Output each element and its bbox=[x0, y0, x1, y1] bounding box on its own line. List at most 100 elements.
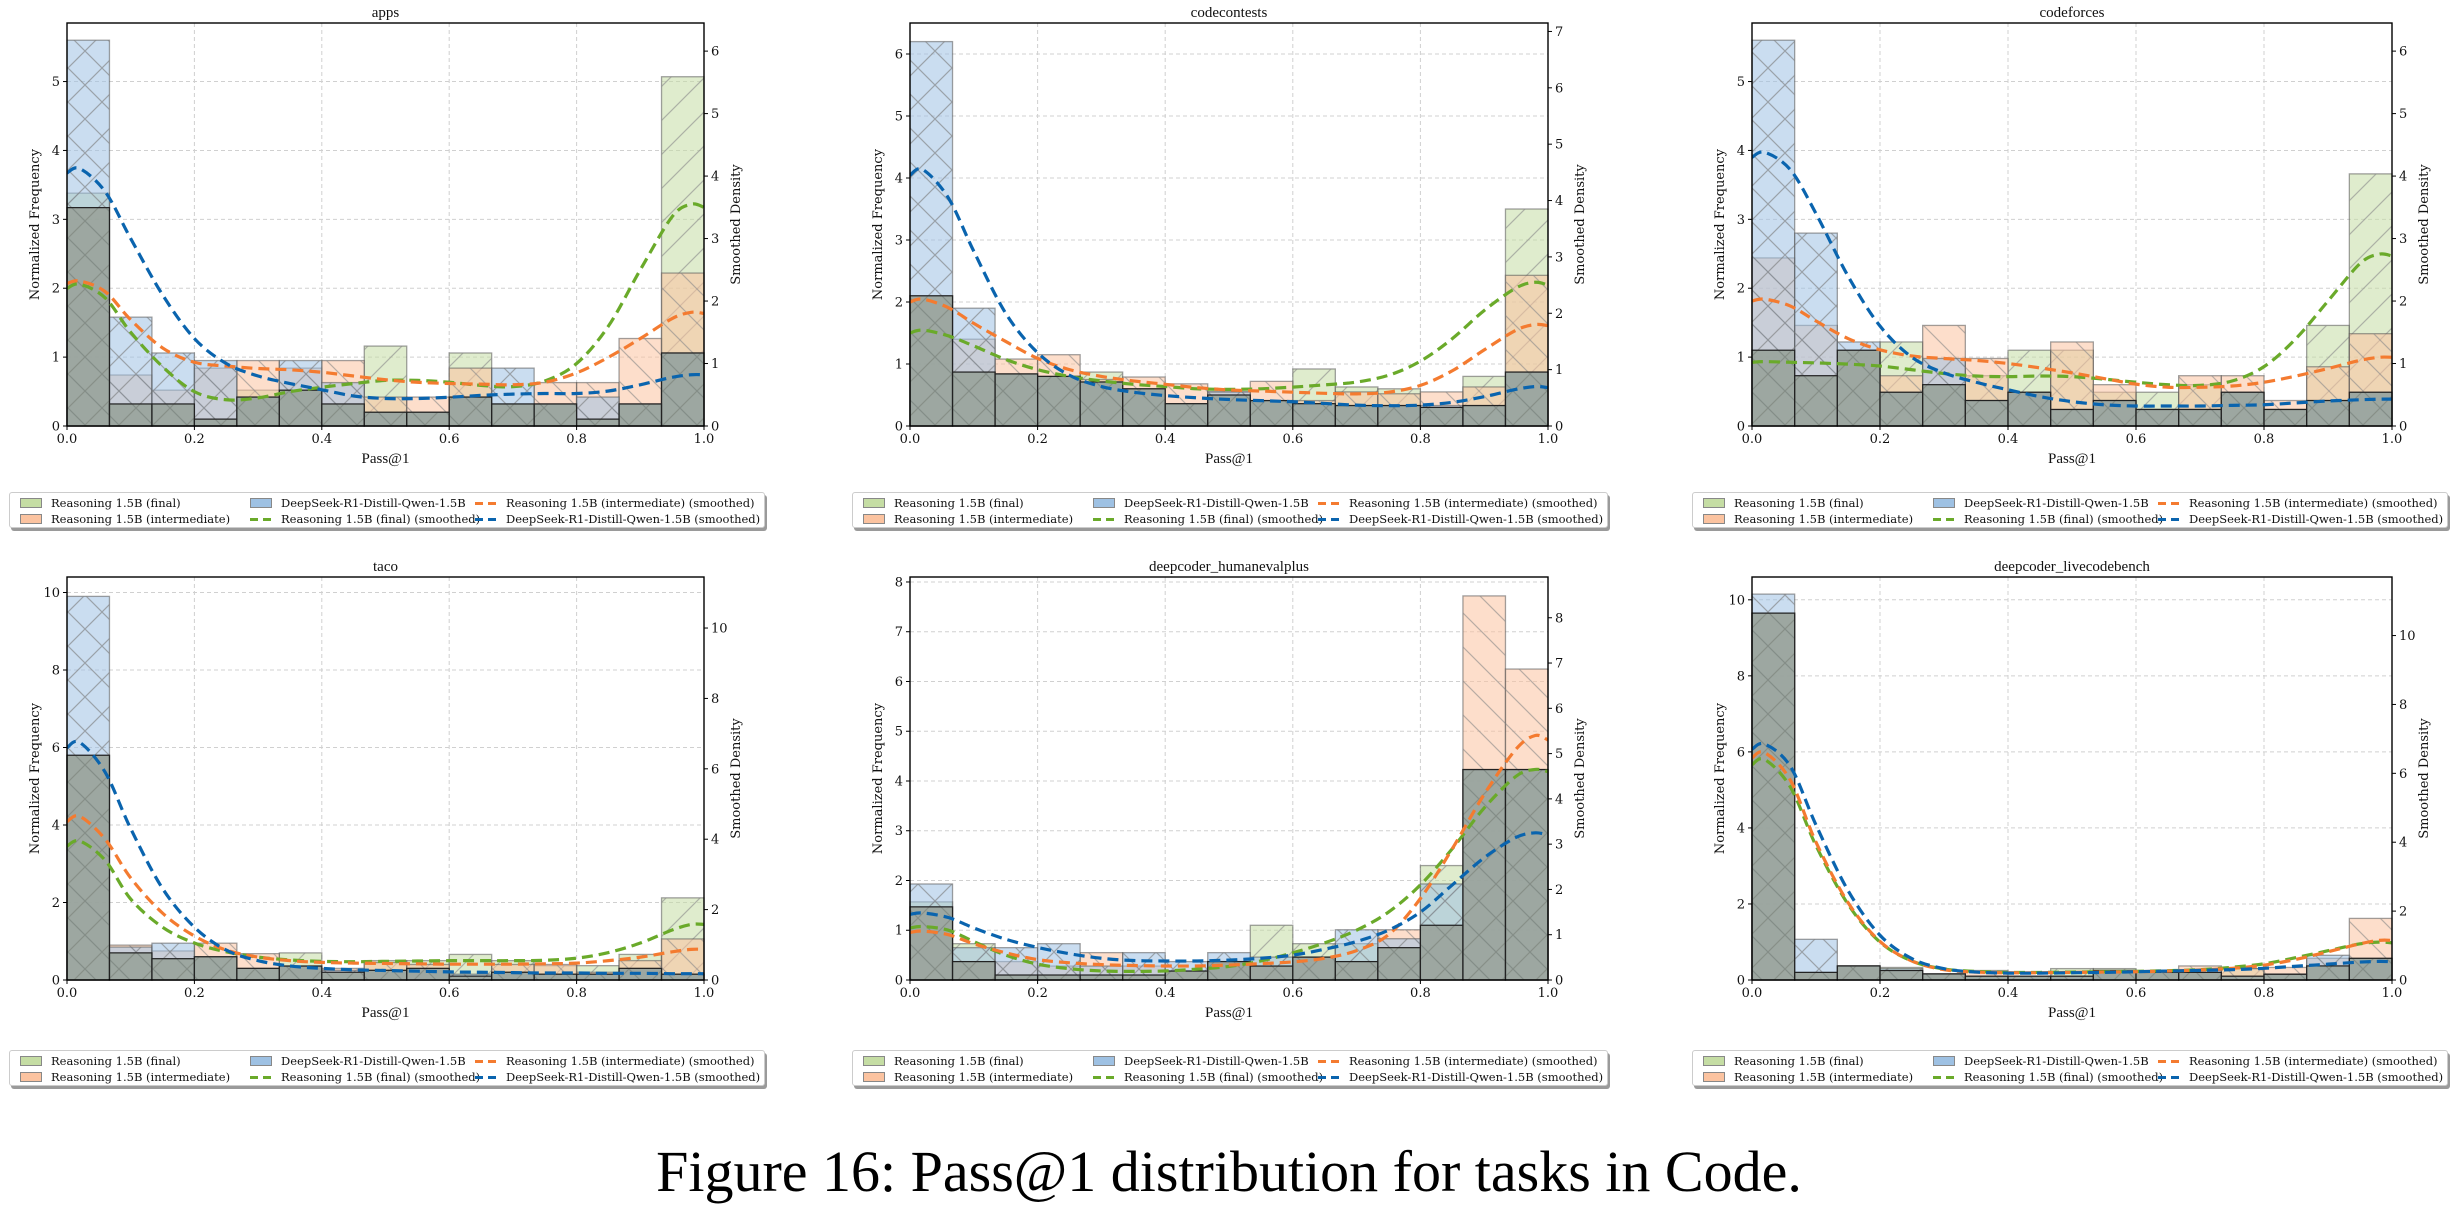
x-tick-label: 0.4 bbox=[1155, 986, 1176, 1001]
x-tick-label: 0.8 bbox=[566, 432, 587, 447]
smoothed-lines bbox=[909, 733, 1549, 973]
x-axis-label: Pass@1 bbox=[2048, 451, 2096, 467]
plot-frame bbox=[909, 22, 1549, 427]
bar-overlap bbox=[1504, 768, 1549, 981]
x-tick-label: 0.0 bbox=[57, 432, 78, 447]
legend-item: DeepSeek-R1-Distill-Qwen-1.5B (smoothed) bbox=[475, 1069, 760, 1085]
x-tick-label: 0.2 bbox=[1027, 432, 1048, 447]
y2-tick-label: 4 bbox=[711, 833, 719, 848]
y-tick-label: 5 bbox=[895, 725, 903, 740]
bar-overlap bbox=[909, 295, 954, 427]
bar-overlap bbox=[66, 754, 111, 981]
legend: Reasoning 1.5B (final) Reasoning 1.5B (in… bbox=[1692, 492, 2448, 528]
y-tick-label: 4 bbox=[895, 172, 903, 187]
line-intermediate-smoothed bbox=[909, 297, 1549, 396]
x-tick-label: 1.0 bbox=[1538, 986, 1559, 1001]
x-axis-label: Pass@1 bbox=[362, 451, 410, 467]
bar-overlap bbox=[2306, 965, 2350, 981]
y2-tick-label: 8 bbox=[2399, 698, 2407, 713]
bar-overlap bbox=[1879, 391, 1924, 427]
y2-tick-label: 7 bbox=[1555, 657, 1563, 672]
y-tick-label: 2 bbox=[1737, 897, 1745, 912]
bar-overlap bbox=[1504, 371, 1549, 427]
legend-item: Reasoning 1.5B (intermediate) bbox=[1703, 1069, 1913, 1085]
y-tick-label: 6 bbox=[895, 675, 903, 690]
plot-frame bbox=[66, 22, 705, 427]
y2-tick-label: 0 bbox=[1555, 974, 1563, 989]
legend-item: Reasoning 1.5B (final) (smoothed) bbox=[250, 511, 480, 527]
legend-item: DeepSeek-R1-Distill-Qwen-1.5B bbox=[1093, 1053, 1309, 1069]
x-tick-label: 1.0 bbox=[694, 986, 715, 1001]
legend-label: DeepSeek-R1-Distill-Qwen-1.5B bbox=[1124, 1054, 1309, 1068]
legend-label: DeepSeek-R1-Distill-Qwen-1.5B bbox=[281, 496, 466, 510]
bar-overlap bbox=[236, 396, 280, 427]
y-tick-label: 4 bbox=[52, 819, 60, 834]
x-tick-label: 0.0 bbox=[1742, 432, 1763, 447]
y2-tick-label: 2 bbox=[2399, 295, 2407, 310]
bar-overlap bbox=[1419, 406, 1464, 427]
y2-tick-label: 6 bbox=[2399, 767, 2407, 782]
x-tick-label: 1.0 bbox=[694, 432, 715, 447]
bar-overlap bbox=[1036, 375, 1081, 427]
legend-item: DeepSeek-R1-Distill-Qwen-1.5B (smoothed) bbox=[1318, 1069, 1603, 1085]
y-axis-label: Normalized Frequency bbox=[871, 702, 886, 854]
legend-line-deepseek-smoothed bbox=[1318, 514, 1340, 524]
chart-title: codeforces bbox=[2040, 5, 2105, 21]
y-tick-label: 3 bbox=[1737, 213, 1745, 228]
grid bbox=[1752, 577, 2392, 980]
y2-tick-label: 6 bbox=[711, 762, 719, 777]
bar-overlap bbox=[1036, 974, 1081, 981]
legend-swatch-final bbox=[20, 498, 42, 508]
bar-hatch-intermediate bbox=[2221, 968, 2264, 980]
smoothed-lines bbox=[66, 166, 705, 402]
legend-label: Reasoning 1.5B (final) bbox=[894, 496, 1024, 510]
legend-label: Reasoning 1.5B (final) (smoothed) bbox=[281, 1070, 481, 1084]
legend-item: Reasoning 1.5B (intermediate) bbox=[20, 511, 230, 527]
bar-overlap bbox=[2050, 408, 2094, 427]
y-tick-label: 8 bbox=[52, 664, 60, 679]
bar-overlap bbox=[1922, 973, 1966, 981]
y2-tick-label: 0 bbox=[711, 974, 719, 989]
y-tick-label: 8 bbox=[895, 575, 903, 590]
y2-tick-label: 10 bbox=[711, 622, 728, 637]
y-tick-label: 5 bbox=[52, 75, 60, 90]
legend-label: DeepSeek-R1-Distill-Qwen-1.5B bbox=[1964, 496, 2149, 510]
legend-label: DeepSeek-R1-Distill-Qwen-1.5B bbox=[281, 1054, 466, 1068]
y-axis-label: Normalized Frequency bbox=[28, 148, 43, 300]
chart-title: codecontests bbox=[1191, 5, 1268, 21]
legend-item: Reasoning 1.5B (intermediate) bbox=[863, 511, 1073, 527]
legend-label: Reasoning 1.5B (intermediate) bbox=[51, 1070, 231, 1084]
legend-item: Reasoning 1.5B (final) bbox=[863, 1053, 1024, 1069]
x-tick-label: 0.8 bbox=[1410, 986, 1431, 1001]
legend-line-intermediate-smoothed bbox=[475, 1056, 497, 1066]
x-tick-label: 0.6 bbox=[1282, 432, 1303, 447]
line-intermediate-smoothed bbox=[909, 733, 1549, 968]
bar-overlap bbox=[1836, 965, 1881, 981]
legend-label: Reasoning 1.5B (intermediate) bbox=[894, 1070, 1074, 1084]
y2-tick-label: 1 bbox=[2399, 357, 2407, 372]
y2-tick-label: 2 bbox=[2399, 905, 2407, 920]
bar-overlap bbox=[2263, 408, 2308, 427]
legend-label: Reasoning 1.5B (intermediate) bbox=[51, 512, 231, 526]
legend-item: Reasoning 1.5B (final) (smoothed) bbox=[1093, 511, 1323, 527]
bar-overlap bbox=[321, 971, 365, 981]
y-axis-label: Normalized Frequency bbox=[871, 148, 886, 300]
legend-item: Reasoning 1.5B (intermediate) bbox=[20, 1069, 230, 1085]
y-tick-label: 5 bbox=[895, 110, 903, 125]
y2-tick-label: 5 bbox=[1555, 138, 1563, 153]
chart-panel-apps: 0.0 0.2 0.4 0.6 0.8 1.00123450123456appsPass@… bbox=[28, 5, 744, 467]
bar-overlap bbox=[2263, 973, 2308, 981]
y-tick-label: 3 bbox=[895, 824, 903, 839]
bar-overlap bbox=[1462, 404, 1507, 427]
legend-label: Reasoning 1.5B (intermediate) bbox=[894, 512, 1074, 526]
legend-label: Reasoning 1.5B (final) bbox=[894, 1054, 1024, 1068]
legend-label: Reasoning 1.5B (final) (smoothed) bbox=[1124, 1070, 1324, 1084]
chart-panel-deepcoder-humanevalplus: 0.0 0.2 0.4 0.6 0.8 1.0012345678012345678deep… bbox=[871, 559, 1588, 1021]
legend-item: Reasoning 1.5B (final) bbox=[1703, 495, 1864, 511]
x-axis-label: Pass@1 bbox=[2048, 1005, 2096, 1021]
x-tick-label: 0.2 bbox=[1027, 986, 1048, 1001]
bar-overlap bbox=[108, 952, 153, 981]
y2-tick-label: 2 bbox=[711, 903, 719, 918]
y-tick-label: 0 bbox=[895, 974, 903, 989]
bar-overlap bbox=[321, 403, 365, 427]
